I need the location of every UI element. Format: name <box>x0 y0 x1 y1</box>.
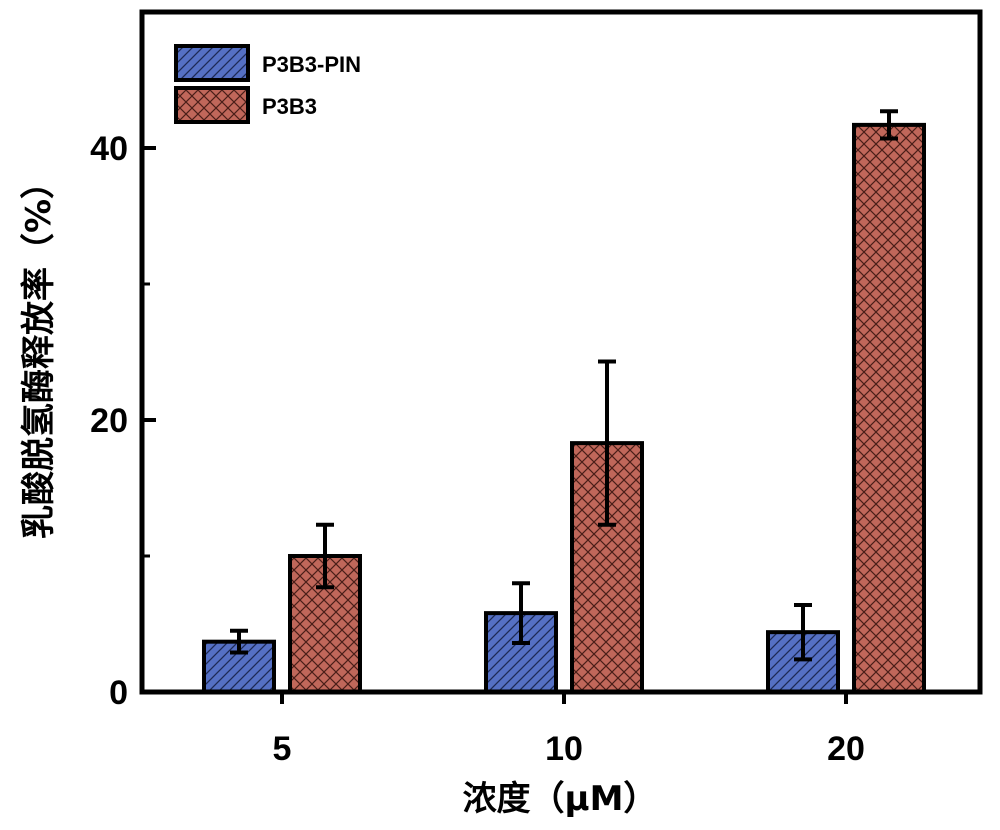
error-bar-p3b3-5 <box>316 522 334 590</box>
legend: P3B3-PIN P3B3 <box>174 44 361 124</box>
legend-label-p3b3: P3B3 <box>262 94 317 119</box>
x-axis-title: 浓度（μM） <box>463 779 658 819</box>
error-bars-layer <box>230 109 898 662</box>
legend-swatch-p3b3-pin <box>174 44 250 82</box>
bar-p3b3-20 <box>852 122 926 694</box>
y-axis-title: 乳酸脱氢酶释放率（%） <box>19 165 59 539</box>
x-tick-label-10: 10 <box>545 730 583 768</box>
x-tick-label-20: 20 <box>827 730 865 768</box>
error-bar-p3b3-pin-5 <box>230 628 248 655</box>
error-bar-p3b3-pin-10 <box>512 581 530 646</box>
plot-frame <box>139 9 983 695</box>
bars-layer <box>202 122 926 694</box>
y-tick-label-0: 0 <box>109 674 128 712</box>
legend-swatch-p3b3 <box>174 86 250 124</box>
y-tick-label-40: 40 <box>90 130 128 168</box>
x-tick-label-5: 5 <box>273 730 292 768</box>
y-tick-label-20: 20 <box>90 402 128 440</box>
error-bar-p3b3-pin-20 <box>794 602 812 662</box>
y-axis-ticks: 0 20 40 <box>90 130 156 712</box>
x-axis-ticks: 5 10 20 <box>273 692 865 768</box>
error-bar-p3b3-20 <box>880 109 898 141</box>
legend-label-p3b3-pin: P3B3-PIN <box>262 52 361 77</box>
error-bar-p3b3-10 <box>598 359 616 527</box>
bar-p3b3-5 <box>288 554 362 694</box>
